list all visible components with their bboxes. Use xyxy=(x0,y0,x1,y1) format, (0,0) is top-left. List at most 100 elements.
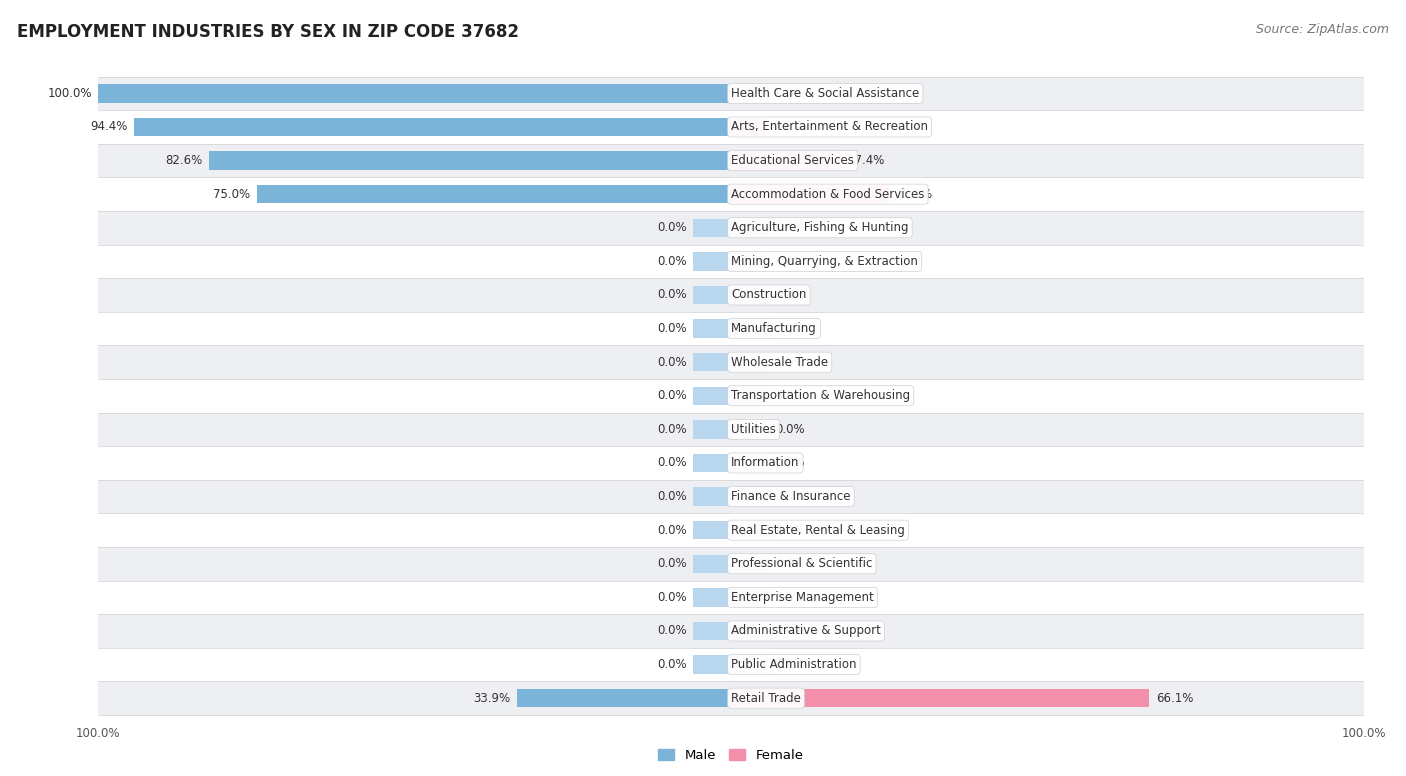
Text: 0.0%: 0.0% xyxy=(776,658,806,671)
Bar xyxy=(693,521,731,539)
Text: 0.0%: 0.0% xyxy=(776,87,806,100)
Text: 0.0%: 0.0% xyxy=(776,423,806,436)
Bar xyxy=(693,386,731,405)
Text: 0.0%: 0.0% xyxy=(657,255,686,268)
Text: Manufacturing: Manufacturing xyxy=(731,322,817,335)
Text: Real Estate, Rental & Leasing: Real Estate, Rental & Leasing xyxy=(731,524,905,537)
Bar xyxy=(693,420,731,438)
Bar xyxy=(98,480,1364,514)
Text: Agriculture, Fishing & Hunting: Agriculture, Fishing & Hunting xyxy=(731,221,908,234)
Bar xyxy=(98,278,1364,312)
Bar xyxy=(731,219,769,237)
Text: 0.0%: 0.0% xyxy=(776,289,806,301)
Text: 82.6%: 82.6% xyxy=(165,154,202,167)
Text: 0.0%: 0.0% xyxy=(776,390,806,402)
Text: Transportation & Warehousing: Transportation & Warehousing xyxy=(731,390,910,402)
Bar xyxy=(731,151,841,170)
Bar xyxy=(731,454,769,473)
Text: 0.0%: 0.0% xyxy=(657,289,686,301)
Bar xyxy=(731,689,1149,708)
Text: Source: ZipAtlas.com: Source: ZipAtlas.com xyxy=(1256,23,1389,36)
Bar xyxy=(731,185,889,203)
Text: 66.1%: 66.1% xyxy=(1156,691,1194,705)
Text: Educational Services: Educational Services xyxy=(731,154,853,167)
Bar xyxy=(693,487,731,506)
Bar xyxy=(731,252,769,271)
Text: Professional & Scientific: Professional & Scientific xyxy=(731,557,873,570)
Text: 0.0%: 0.0% xyxy=(657,355,686,369)
Bar xyxy=(98,110,1364,144)
Text: 0.0%: 0.0% xyxy=(657,591,686,604)
Bar xyxy=(98,379,1364,413)
Bar xyxy=(693,622,731,640)
Text: 0.0%: 0.0% xyxy=(776,221,806,234)
Bar xyxy=(731,84,769,102)
Bar xyxy=(693,655,731,674)
Bar xyxy=(98,614,1364,648)
Text: 0.0%: 0.0% xyxy=(776,524,806,537)
Bar xyxy=(98,84,731,102)
Text: 25.0%: 25.0% xyxy=(896,188,932,201)
Text: Finance & Insurance: Finance & Insurance xyxy=(731,490,851,503)
Text: 33.9%: 33.9% xyxy=(474,691,510,705)
Text: 0.0%: 0.0% xyxy=(776,355,806,369)
Bar xyxy=(693,454,731,473)
Text: 0.0%: 0.0% xyxy=(776,456,806,469)
Bar xyxy=(98,413,1364,446)
Text: Health Care & Social Assistance: Health Care & Social Assistance xyxy=(731,87,920,100)
Bar xyxy=(731,588,769,607)
Bar xyxy=(98,580,1364,614)
Bar xyxy=(693,319,731,338)
Bar xyxy=(731,521,769,539)
Text: 0.0%: 0.0% xyxy=(657,423,686,436)
Bar xyxy=(731,655,769,674)
Bar xyxy=(98,446,1364,480)
Text: Mining, Quarrying, & Extraction: Mining, Quarrying, & Extraction xyxy=(731,255,918,268)
Bar xyxy=(731,487,769,506)
Bar xyxy=(98,77,1364,110)
Bar xyxy=(731,319,769,338)
Text: 0.0%: 0.0% xyxy=(657,322,686,335)
Text: Construction: Construction xyxy=(731,289,807,301)
Bar xyxy=(693,588,731,607)
Text: 100.0%: 100.0% xyxy=(48,87,91,100)
Bar xyxy=(98,681,1364,715)
Text: 0.0%: 0.0% xyxy=(776,625,806,637)
Text: Wholesale Trade: Wholesale Trade xyxy=(731,355,828,369)
Text: 0.0%: 0.0% xyxy=(657,658,686,671)
Text: 0.0%: 0.0% xyxy=(776,591,806,604)
Bar xyxy=(98,144,1364,178)
Bar xyxy=(134,118,731,137)
Bar xyxy=(98,648,1364,681)
Bar xyxy=(98,547,1364,580)
Bar xyxy=(98,345,1364,379)
Text: 0.0%: 0.0% xyxy=(657,390,686,402)
Bar xyxy=(731,622,769,640)
Bar xyxy=(98,211,1364,244)
Bar xyxy=(693,219,731,237)
Bar xyxy=(731,118,766,137)
Bar xyxy=(208,151,731,170)
Legend: Male, Female: Male, Female xyxy=(654,743,808,767)
Text: 0.0%: 0.0% xyxy=(776,322,806,335)
Bar xyxy=(516,689,731,708)
Text: 0.0%: 0.0% xyxy=(657,456,686,469)
Bar xyxy=(731,286,769,304)
Bar xyxy=(256,185,731,203)
Text: 0.0%: 0.0% xyxy=(657,557,686,570)
Text: 0.0%: 0.0% xyxy=(657,490,686,503)
Bar xyxy=(693,555,731,573)
Bar xyxy=(731,555,769,573)
Text: Arts, Entertainment & Recreation: Arts, Entertainment & Recreation xyxy=(731,120,928,133)
Bar xyxy=(731,353,769,372)
Text: Information: Information xyxy=(731,456,800,469)
Text: 5.6%: 5.6% xyxy=(773,120,803,133)
Text: 75.0%: 75.0% xyxy=(214,188,250,201)
Bar xyxy=(731,420,769,438)
Bar xyxy=(98,312,1364,345)
Text: Utilities: Utilities xyxy=(731,423,776,436)
Bar xyxy=(693,353,731,372)
Text: 0.0%: 0.0% xyxy=(657,625,686,637)
Bar xyxy=(98,514,1364,547)
Bar xyxy=(731,386,769,405)
